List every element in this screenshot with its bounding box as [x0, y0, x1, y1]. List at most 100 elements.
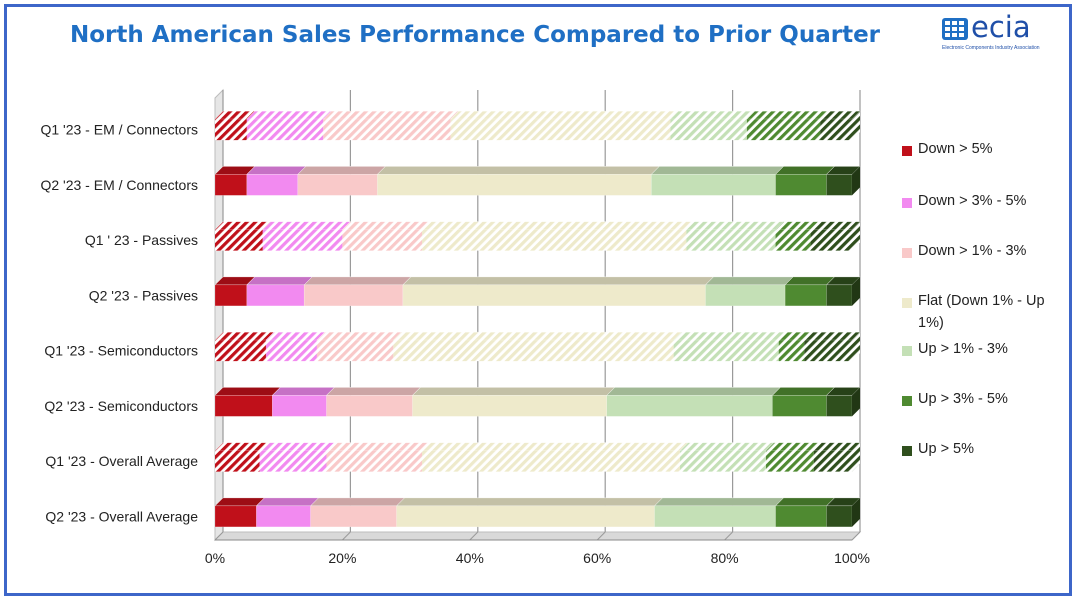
bar-segment-top	[673, 331, 788, 341]
bar-segment	[297, 174, 378, 196]
gridline-floor	[851, 531, 861, 541]
legend-swatch	[902, 198, 912, 208]
bar-segment-top	[775, 166, 836, 175]
bar-segment-side	[852, 497, 860, 527]
bar-segment	[393, 340, 674, 362]
bar-group	[214, 331, 861, 362]
bar-segment-top	[775, 497, 836, 507]
bar-group	[214, 442, 861, 472]
bar-segment-top	[810, 221, 861, 230]
bar-segment-top	[650, 166, 785, 175]
bar-segment-top	[765, 442, 823, 451]
bar-segment-top	[392, 331, 683, 341]
bar-segment	[766, 450, 814, 472]
category-label: Q1 ' 23 - Passives	[85, 232, 198, 248]
bar-segment-top	[813, 442, 861, 451]
bar-segment	[272, 395, 327, 417]
bar-segment-top	[214, 497, 265, 507]
category-label: Q2 '23 - Passives	[89, 287, 198, 303]
legend-label: Up > 5%	[918, 441, 975, 457]
bar-segment-top	[421, 221, 695, 230]
bar-segment	[215, 340, 266, 362]
bar-segment	[262, 229, 343, 251]
bar-segment-top	[679, 442, 775, 451]
bar-segment-top	[325, 442, 431, 451]
legend-label: Up > 1% - 3%	[918, 341, 1008, 357]
ecia-logo-icon	[942, 18, 968, 40]
bar-segment-side	[852, 442, 860, 472]
bar-segment-side	[852, 221, 860, 251]
bar-segment	[214, 284, 248, 307]
bar-segment	[246, 119, 324, 141]
bar-segment	[326, 450, 423, 472]
category-label: Q1 '23 - Semiconductors	[44, 343, 198, 359]
bar-segment-side	[852, 387, 860, 417]
legend-swatch	[902, 396, 912, 406]
bar-segment-side	[852, 276, 860, 306]
bar-segment-top	[255, 497, 320, 507]
bar-segment	[214, 395, 273, 417]
bar-segment	[377, 174, 652, 196]
bar-segment	[412, 395, 608, 417]
bar-segment-top	[685, 221, 785, 230]
legend-swatch	[902, 248, 912, 258]
bar-segment	[342, 229, 423, 251]
bar-segment	[422, 450, 681, 472]
bar-group	[214, 221, 861, 251]
ecia-logo-subtitle: Electronic Components Industry Associati…	[942, 45, 1040, 51]
bar-segment	[826, 174, 853, 196]
legend-label: Flat (Down 1% - Up 1%)	[918, 293, 1045, 331]
bar-group	[214, 497, 861, 528]
bar-segment-top	[214, 221, 272, 230]
gridline-floor	[724, 531, 733, 541]
bar-segment	[323, 119, 451, 141]
bar-segment	[810, 229, 852, 251]
bar-segment-top	[771, 387, 836, 396]
floor	[213, 531, 862, 541]
bar-segment-top	[297, 166, 386, 175]
bar-segment	[259, 450, 327, 472]
bar-segment-top	[259, 442, 335, 451]
bar-segment-side	[852, 111, 860, 141]
bar-segment	[826, 505, 853, 528]
bar-segment	[775, 229, 811, 251]
bar-segment	[784, 284, 827, 307]
bar-segment-top	[303, 276, 412, 286]
bar-segment-top	[246, 110, 332, 120]
legend-label: Down > 1% - 3%	[918, 243, 1027, 259]
bar-segment-top	[214, 442, 269, 451]
gridline-floor	[596, 531, 606, 541]
gridline-floor	[342, 531, 351, 541]
bar-segment-top	[214, 331, 275, 341]
bar-segment-side	[852, 332, 860, 362]
bar-group	[214, 110, 861, 141]
bar-segment-top	[265, 331, 326, 341]
bar-group	[214, 387, 861, 417]
legend-label: Down > 5%	[918, 141, 993, 157]
bar-segment-top	[450, 110, 679, 120]
bar-segment	[316, 340, 394, 362]
legend-label: Up > 3% - 5%	[918, 391, 1008, 407]
bar-segment-top	[411, 387, 616, 396]
bar-segment-top	[310, 497, 406, 507]
bar-segment	[214, 174, 248, 196]
legend-label: Down > 3% - 5%	[918, 193, 1027, 209]
bar-segment	[396, 505, 655, 528]
bar-segment-top	[402, 276, 714, 286]
x-tick-label: 80%	[711, 550, 739, 566]
bar-segment	[673, 340, 779, 362]
bar-segment-top	[784, 276, 836, 286]
bar-segment	[813, 450, 852, 472]
bar-segment	[804, 340, 852, 362]
bar-segment-top	[316, 331, 402, 341]
bar-segment	[775, 505, 827, 528]
bar-segment-top	[271, 387, 335, 396]
bar-segment-top	[376, 166, 660, 175]
category-label: Q2 '23 - EM / Connectors	[40, 177, 198, 193]
category-label: Q1 '23 - Overall Average	[45, 453, 198, 469]
bar-segment	[705, 284, 786, 307]
bar-segment	[778, 340, 805, 362]
bar-segment	[826, 395, 853, 417]
bar-segment-top	[606, 387, 781, 396]
